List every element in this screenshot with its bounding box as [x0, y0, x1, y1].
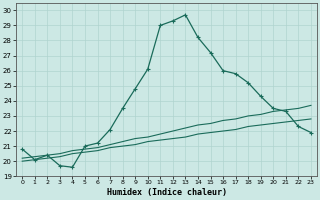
X-axis label: Humidex (Indice chaleur): Humidex (Indice chaleur): [107, 188, 227, 197]
